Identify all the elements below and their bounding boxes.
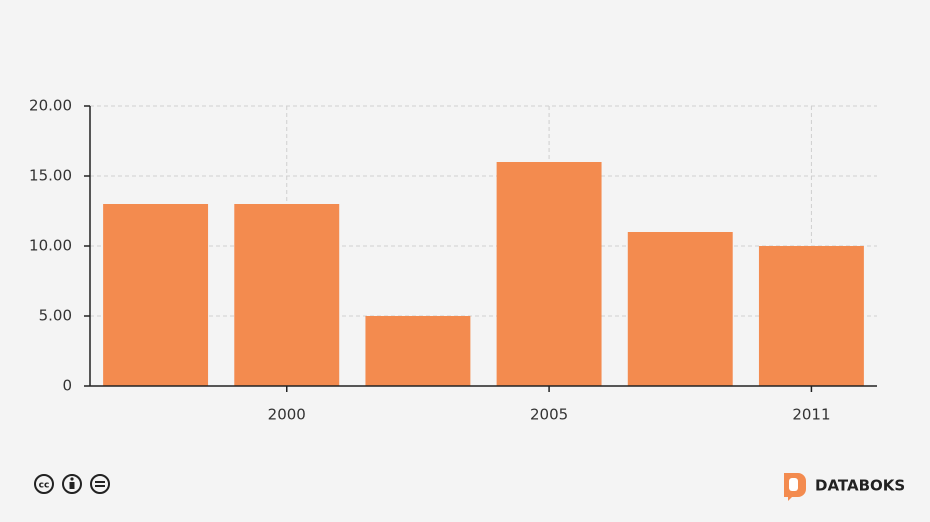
brand-name: DATABOKS	[815, 477, 905, 495]
y-tick-label: 5.00	[39, 307, 72, 325]
license-icons: cc	[34, 474, 110, 494]
y-tick-label: 0	[62, 377, 72, 395]
y-tick-label: 10.00	[29, 237, 72, 255]
x-tick-label: 2011	[792, 406, 830, 424]
bar	[758, 246, 864, 386]
bar	[234, 204, 340, 386]
bar	[496, 162, 602, 386]
y-tick-label: 15.00	[29, 167, 72, 185]
x-tick-label: 2000	[268, 406, 306, 424]
bar	[103, 204, 209, 386]
svg-text:cc: cc	[39, 481, 50, 491]
bar	[627, 232, 733, 386]
bar	[365, 316, 471, 386]
y-tick-label: 20.00	[29, 97, 72, 115]
brand-logo	[784, 473, 806, 501]
x-tick-label: 2005	[530, 406, 568, 424]
